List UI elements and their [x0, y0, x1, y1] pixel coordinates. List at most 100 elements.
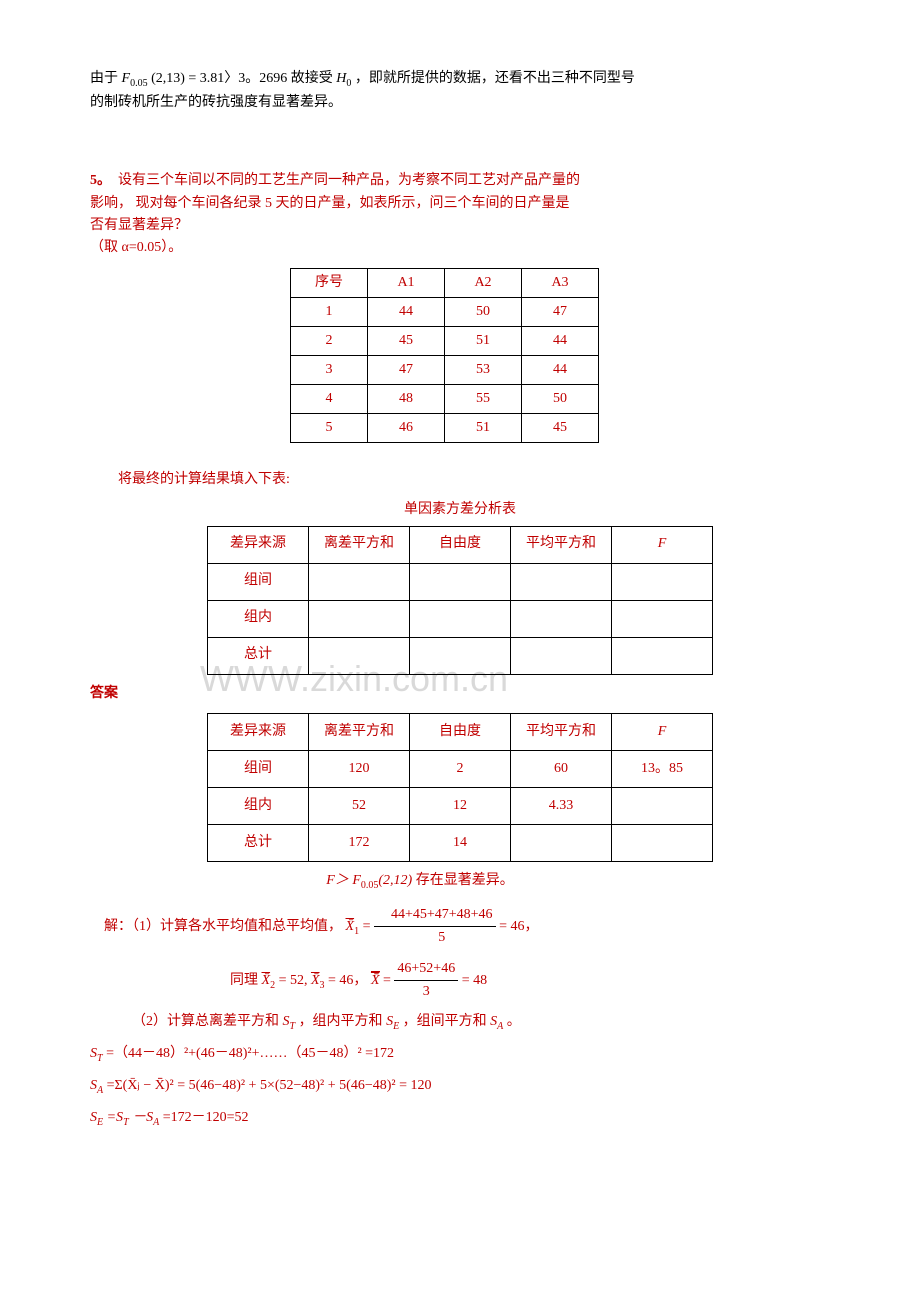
x3-bar: X̄: [311, 973, 320, 988]
table-row: 组间12026013。85: [208, 750, 713, 787]
SE: S: [386, 1014, 393, 1029]
anova-answer-table: 差异来源 离差平方和 自由度 平均平方和 F 组间12026013。85 组内5…: [207, 713, 713, 862]
eq: =: [363, 919, 374, 934]
header: 离差平方和: [309, 713, 410, 750]
numerator: 44+45+47+48+46: [374, 904, 496, 927]
ST: S: [283, 1014, 290, 1029]
cell: 5: [291, 413, 368, 442]
f-conclusion: F＞ F0.05(2,12) 存在显著差异。: [10, 870, 830, 894]
cell: [410, 600, 511, 637]
table-header: 序号: [291, 268, 368, 297]
cell: 组间: [208, 563, 309, 600]
label: 解：（1）计算各水平均值和总平均值，: [104, 919, 342, 934]
ST-sub: T: [290, 1021, 296, 1032]
table-row: 2455144: [291, 326, 599, 355]
x1-bar: X̄: [346, 919, 355, 934]
cell: 组内: [208, 600, 309, 637]
anova-empty-table: 差异来源 离差平方和 自由度 平均平方和 F 组间 组内 总计: [207, 526, 713, 675]
x1-sub: 1: [354, 926, 359, 937]
table-header: A2: [445, 268, 522, 297]
cell: 1: [291, 297, 368, 326]
fraction: 44+45+47+48+465: [374, 904, 496, 950]
SA-sub: A: [97, 1085, 103, 1096]
problem-text-3: 否有显著差异？: [90, 218, 188, 233]
cell: 13。85: [612, 750, 713, 787]
text: 的制砖机所生产的砖抗强度有显著差异。: [90, 95, 342, 110]
problem-text-1: 设有三个车间以不同的工艺生产同一种产品，为考察不同工艺对产品产量的: [118, 173, 580, 188]
problem-number: 5。: [90, 173, 111, 188]
expr: =172－120=52: [163, 1110, 249, 1125]
x2-bar: X̄: [262, 973, 271, 988]
H0: H: [336, 71, 346, 86]
cell: [612, 637, 713, 674]
header: 自由度: [410, 713, 511, 750]
cell: 总计: [208, 824, 309, 861]
table-header: A3: [522, 268, 599, 297]
cell: 47: [368, 355, 445, 384]
table-row: 总计: [208, 637, 713, 674]
header: 离差平方和: [309, 526, 410, 563]
header: 差异来源: [208, 526, 309, 563]
H0-sub: 0: [346, 78, 351, 89]
cell: [410, 563, 511, 600]
header: 平均平方和: [511, 713, 612, 750]
answer-label: 答案: [90, 683, 830, 705]
header: F: [612, 713, 713, 750]
cell: 44: [522, 326, 599, 355]
F-symbol: F: [352, 873, 361, 888]
ST-sub: T: [123, 1116, 129, 1127]
cell: 52: [309, 787, 410, 824]
problem-statement: 5。 设有三个车间以不同的工艺生产同一种产品，为考察不同工艺对产品产量的 影响，…: [90, 170, 830, 260]
cell: 44: [522, 355, 599, 384]
F-sub: 0.05: [361, 880, 379, 891]
data-table: 序号 A1 A2 A3 1445047 2455144 3475344 4485…: [290, 268, 599, 443]
cell: [511, 600, 612, 637]
cell: 组间: [208, 750, 309, 787]
Xbarbar: X̄̄: [371, 971, 380, 988]
cell: 组内: [208, 787, 309, 824]
expr: =（44－48）²+(46－48)²+……（45－48）² =172: [106, 1046, 394, 1061]
cell: 120: [309, 750, 410, 787]
cell: [309, 600, 410, 637]
cell: 51: [445, 326, 522, 355]
X1: X̄: [346, 919, 355, 934]
cell: 48: [368, 384, 445, 413]
label: 同理: [230, 973, 262, 988]
sa-line: SA =Σ(X̄ⱼ − X̄̄)² = 5(46−48)² + 5×(52−48…: [90, 1075, 830, 1099]
mid2: ，组间平方和: [403, 1014, 491, 1029]
F-sub: 0.05: [130, 78, 148, 89]
denominator: 5: [374, 927, 496, 949]
solution-step-1b: 同理 X̄2 = 52, X̄3 = 46， X̄̄ = 46+52+463 =…: [230, 958, 830, 1004]
cell: [511, 824, 612, 861]
cell: 总计: [208, 637, 309, 674]
F-args: (2,13) = 3.81〉3。2696 故接受: [151, 71, 333, 86]
eq: =: [383, 973, 394, 988]
eq2: －S: [132, 1110, 153, 1125]
cell: [612, 600, 713, 637]
text: F＞: [326, 873, 349, 888]
x2-sub: 2: [270, 979, 275, 990]
SE: S: [90, 1110, 97, 1125]
solution: 解：（1）计算各水平均值和总平均值， X̄1 = 44+45+47+48+465…: [90, 904, 830, 1131]
table-row: 1445047: [291, 297, 599, 326]
table-header-row: 序号 A1 A2 A3: [291, 268, 599, 297]
SA-sub: A: [497, 1021, 503, 1032]
cell: [612, 563, 713, 600]
F-args: (2,12): [378, 873, 412, 888]
cell: [612, 824, 713, 861]
X3: X̄: [311, 973, 320, 988]
cell: 4.33: [511, 787, 612, 824]
cell: 44: [368, 297, 445, 326]
st-line: ST =（44－48）²+(46－48)²+……（45－48）² =172: [90, 1043, 830, 1067]
text: 存在显著差异。: [416, 873, 514, 888]
cell: 55: [445, 384, 522, 413]
table-row: 5465145: [291, 413, 599, 442]
cell: [511, 637, 612, 674]
xbarbar-sym: X̄̄: [371, 973, 380, 988]
fill-prompt: 将最终的计算结果填入下表:: [90, 469, 830, 491]
text: ，即就所提供的数据，还看不出三种不同型号: [355, 71, 635, 86]
header: F: [612, 526, 713, 563]
solution-step-1: 解：（1）计算各水平均值和总平均值， X̄1 = 44+45+47+48+465…: [90, 904, 830, 950]
table-header-row: 差异来源 离差平方和 自由度 平均平方和 F: [208, 713, 713, 750]
cell: 45: [522, 413, 599, 442]
